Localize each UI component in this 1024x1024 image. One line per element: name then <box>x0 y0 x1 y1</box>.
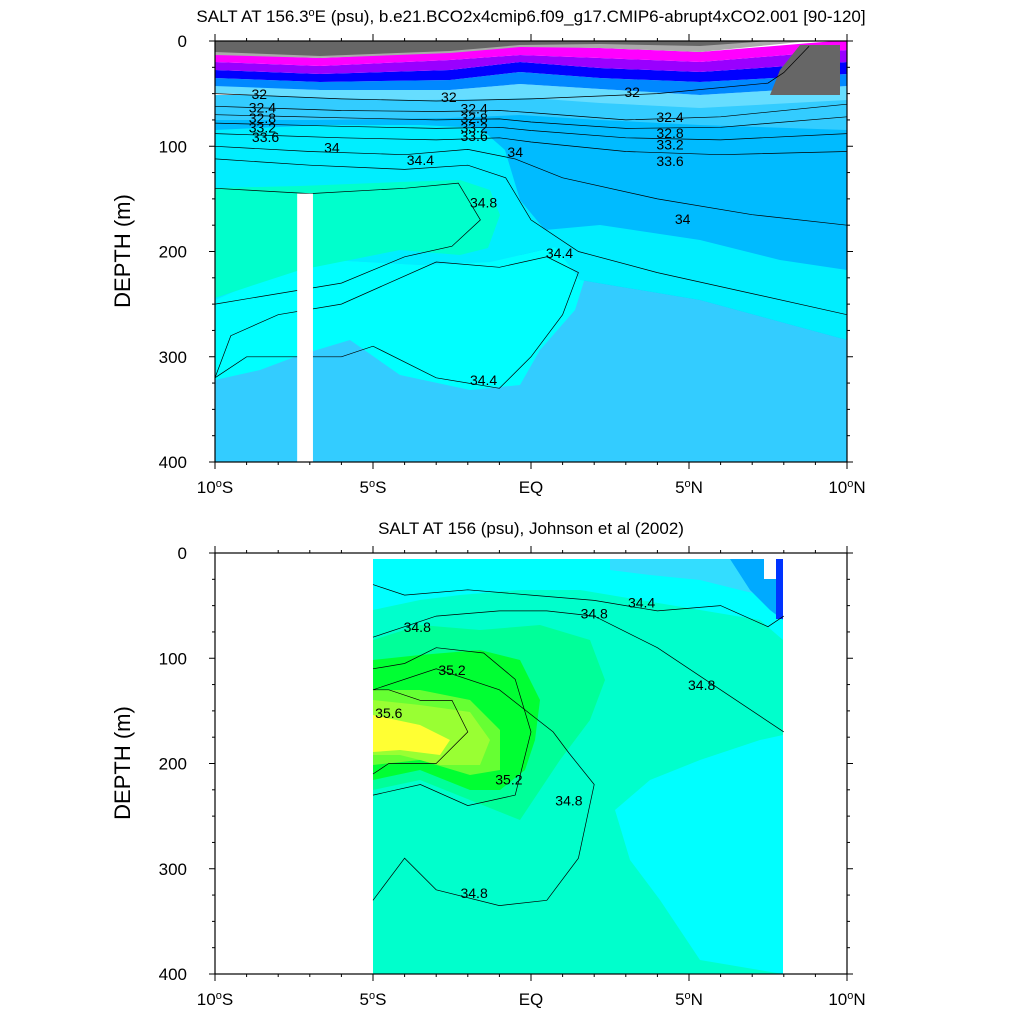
contour-line-32.4 <box>215 103 847 121</box>
contour-label: 34.8 <box>470 194 497 210</box>
chart-title-bottom: SALT AT 156 (psu), Johnson et al (2002) <box>378 519 684 538</box>
model-salinity-panel: SALT AT 156.3oE (psu), b.e21.BCO2x4cmip6… <box>110 7 866 497</box>
contour-label: 34 <box>507 144 523 160</box>
field-fill-32.8-surface <box>776 559 783 619</box>
contour-label: 32.8 <box>249 110 276 126</box>
contour-label: 33.2 <box>656 136 683 152</box>
x-tick-label: 5oN <box>675 990 703 1009</box>
contour-label: 32.8 <box>460 110 487 126</box>
contour-label: 34.4 <box>407 152 434 168</box>
contour-label: 34 <box>675 211 691 227</box>
y-tick-label: 200 <box>159 755 187 774</box>
field-fill-33.2 <box>215 72 847 95</box>
contour-line-35.2 <box>372 647 532 806</box>
field-fill-34.8 <box>215 180 500 298</box>
x-tick-label: 5oS <box>360 478 387 497</box>
contour-label: 33.6 <box>252 129 279 145</box>
chart-title-top: SALT AT 156.3oE (psu), b.e21.BCO2x4cmip6… <box>196 7 865 26</box>
contour-label: 34.4 <box>628 595 655 611</box>
contour-line-34.8 <box>372 610 784 733</box>
contour-label: 32.8 <box>656 125 683 141</box>
field-fill-31.2-east <box>770 45 840 95</box>
x-tick-label: 5oN <box>675 478 703 497</box>
x-axis-top: 10oS 5oS EQ 5oN 10oN <box>197 34 866 497</box>
contour-labels-bottom: 34.8 34.8 34.4 34.8 35.2 35.6 35.2 34.8 34.8 <box>375 595 715 901</box>
field-fill-34.4-upper <box>215 125 847 340</box>
field-fill-34.4-east <box>615 735 783 974</box>
y-tick-label: 100 <box>159 649 187 668</box>
y-tick-label: 400 <box>159 965 187 984</box>
contour-label: 34.8 <box>460 885 487 901</box>
contour-line-34.4 <box>215 158 847 316</box>
contour-label: 33.6 <box>656 153 683 169</box>
y-tick-label: 100 <box>159 137 187 156</box>
contour-line-32 <box>215 46 810 102</box>
field-fill-34.4-surface <box>373 559 783 640</box>
x-tick-label: 10oS <box>197 990 233 1009</box>
salinity-field-bottom: 34.8 34.8 34.4 34.8 35.2 35.6 35.2 34.8 34.8 <box>372 559 784 974</box>
contour-label: 32 <box>251 86 267 102</box>
contour-label: 32.4 <box>249 100 276 116</box>
y-tick-label: 200 <box>159 243 187 262</box>
contour-label: 34.4 <box>546 245 573 261</box>
y-axis-bottom: 0 100 200 300 400 <box>159 544 853 984</box>
contour-label: 34.8 <box>581 605 608 621</box>
contour-line-35.6 <box>372 689 469 775</box>
x-axis-bottom: 10oS 5oS EQ 5oN 10oN <box>197 546 866 1009</box>
field-fill-36.0 <box>373 715 450 755</box>
x-tick-label: EQ <box>519 478 544 497</box>
contour-label: 35.2 <box>438 662 465 678</box>
y-tick-label: 0 <box>178 544 187 563</box>
contour-line-32.8 <box>215 114 847 129</box>
contour-label: 34.8 <box>404 619 431 635</box>
contour-line-33.6 <box>215 133 847 156</box>
contour-line-34.8 <box>372 668 595 906</box>
y-tick-label: 300 <box>159 860 187 879</box>
observed-salinity-panel: SALT AT 156 (psu), Johnson et al (2002) … <box>110 519 866 1009</box>
contour-line-34.4 <box>372 584 784 628</box>
y-tick-label: 300 <box>159 348 187 367</box>
y-axis-label-bottom: DEPTH (m) <box>110 706 135 820</box>
contour-label: 34 <box>324 140 340 156</box>
x-tick-label: 10oS <box>197 478 233 497</box>
contour-label: 35.6 <box>375 705 402 721</box>
y-tick-label: 0 <box>178 32 187 51</box>
y-axis-label-top: DEPTH (m) <box>110 194 135 308</box>
contour-label: 33.6 <box>460 128 487 144</box>
field-fill-32.0 <box>215 41 847 66</box>
field-fill-32.4 <box>215 50 847 74</box>
y-tick-label: 400 <box>159 453 187 472</box>
contour-label: 32.4 <box>460 101 487 117</box>
field-fill-32.8 <box>215 62 847 82</box>
y-axis-top: 0 100 200 300 400 <box>159 32 853 472</box>
x-tick-label: EQ <box>519 990 544 1009</box>
missing-data-surface <box>764 559 776 579</box>
contour-lines-top <box>215 46 847 389</box>
contour-label: 32 <box>441 89 457 105</box>
missing-data-mask-top <box>297 193 313 462</box>
contour-label: 33.2 <box>249 120 276 136</box>
contour-label: 33.2 <box>460 120 487 136</box>
x-tick-label: 10oN <box>828 478 865 497</box>
missing-data-column <box>297 193 313 462</box>
contour-label: 32 <box>624 84 640 100</box>
x-tick-label: 5oS <box>360 990 387 1009</box>
contour-label: 34.8 <box>688 677 715 693</box>
contour-line-34 <box>215 145 847 226</box>
x-tick-label: 10oN <box>828 990 865 1009</box>
contour-label: 35.2 <box>495 772 522 788</box>
contour-label: 34.8 <box>555 793 582 809</box>
contour-line-33.2 <box>215 122 847 141</box>
contour-label: 32.4 <box>656 109 683 125</box>
contour-lines-bottom <box>372 584 784 906</box>
field-fill-31.2 <box>215 41 847 56</box>
contour-label: 34.4 <box>470 372 497 388</box>
